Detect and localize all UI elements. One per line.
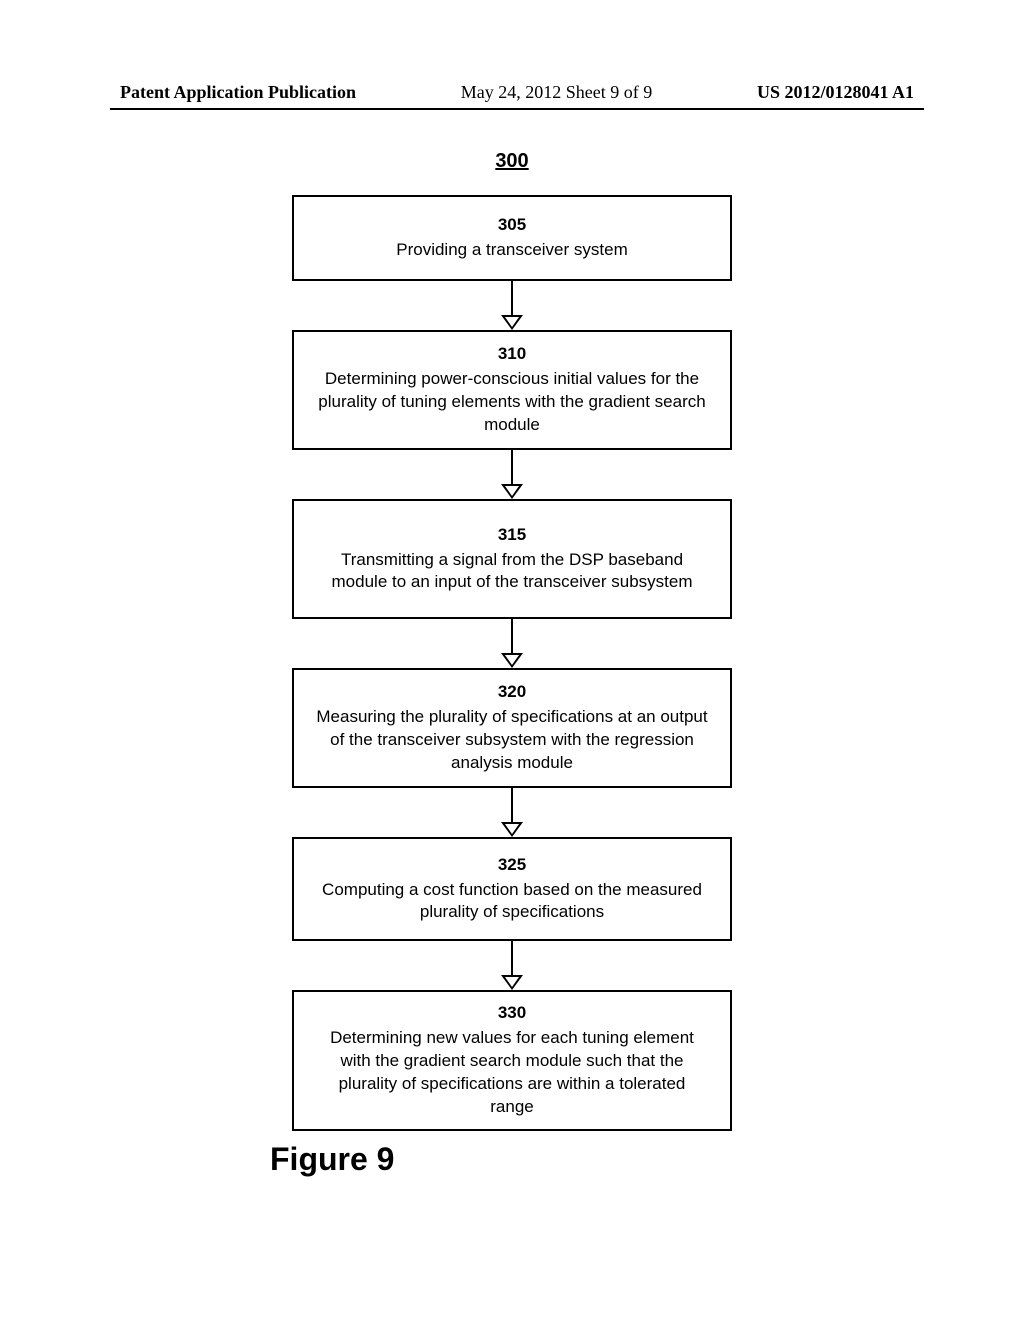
step-number: 325 <box>498 854 526 877</box>
header-right: US 2012/0128041 A1 <box>757 82 914 103</box>
step-number: 305 <box>498 214 526 237</box>
step-text: Determining new values for each tuning e… <box>316 1027 708 1119</box>
step-text: Computing a cost function based on the m… <box>316 879 708 925</box>
step-number: 310 <box>498 343 526 366</box>
flowchart-arrow <box>292 941 732 990</box>
header-left: Patent Application Publication <box>120 82 356 103</box>
flowchart-step: 305Providing a transceiver system <box>292 195 732 281</box>
flowchart-steps: 305Providing a transceiver system310Dete… <box>292 195 732 1131</box>
step-number: 330 <box>498 1002 526 1025</box>
arrow-stem <box>511 788 513 822</box>
step-text: Transmitting a signal from the DSP baseb… <box>316 549 708 595</box>
step-text: Providing a transceiver system <box>396 239 627 262</box>
page-header: Patent Application Publication May 24, 2… <box>0 82 1024 103</box>
flowchart: 300 305Providing a transceiver system 310… <box>0 150 1024 1178</box>
arrow-head-icon <box>501 822 523 837</box>
figure-caption: Figure 9 <box>270 1141 394 1178</box>
arrow-head-icon <box>501 653 523 668</box>
arrow-stem <box>511 941 513 975</box>
arrow-head-icon <box>501 975 523 990</box>
step-text: Measuring the plurality of specification… <box>316 706 708 775</box>
step-number: 320 <box>498 681 526 704</box>
flowchart-step: 330Determining new values for each tunin… <box>292 990 732 1131</box>
arrow-stem <box>511 281 513 315</box>
step-number: 315 <box>498 524 526 547</box>
flowchart-arrow <box>292 788 732 837</box>
flowchart-step: 325Computing a cost function based on th… <box>292 837 732 941</box>
flowchart-step: 320Measuring the plurality of specificat… <box>292 668 732 788</box>
page: Patent Application Publication May 24, 2… <box>0 0 1024 1320</box>
arrow-head-icon <box>501 484 523 499</box>
flowchart-arrow <box>292 619 732 668</box>
step-text: Determining power-conscious initial valu… <box>316 368 708 437</box>
arrow-stem <box>511 450 513 484</box>
flowchart-ref: 300 <box>495 150 528 173</box>
header-center: May 24, 2012 Sheet 9 of 9 <box>461 82 652 103</box>
arrow-stem <box>511 619 513 653</box>
flowchart-step: 310Determining power-conscious initial v… <box>292 330 732 450</box>
arrow-head-icon <box>501 315 523 330</box>
header-rule <box>110 108 924 110</box>
flowchart-arrow <box>292 450 732 499</box>
flowchart-arrow <box>292 281 732 330</box>
flowchart-step: 315Transmitting a signal from the DSP ba… <box>292 499 732 619</box>
